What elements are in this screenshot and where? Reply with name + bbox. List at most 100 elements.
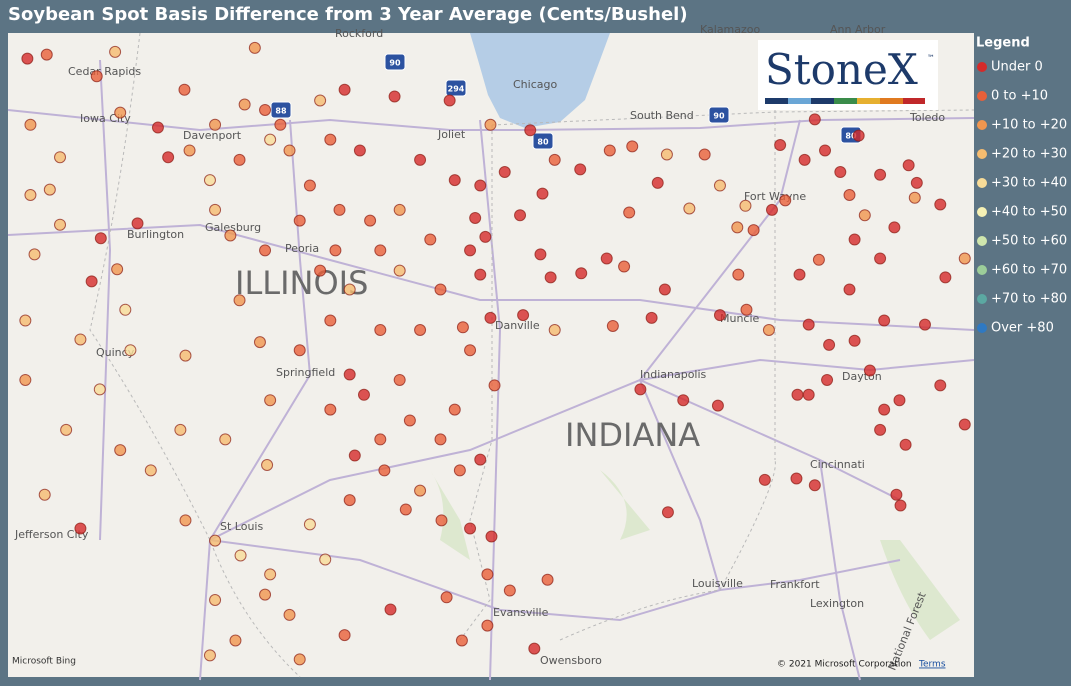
basis-point[interactable] [40, 48, 53, 61]
basis-point[interactable] [314, 94, 327, 107]
basis-point[interactable] [209, 534, 222, 547]
basis-point[interactable] [464, 522, 477, 535]
basis-point[interactable] [74, 333, 87, 346]
basis-point[interactable] [248, 41, 261, 54]
basis-point[interactable] [600, 252, 613, 265]
basis-point[interactable] [878, 314, 891, 327]
basis-point[interactable] [233, 294, 246, 307]
basis-point[interactable] [219, 433, 232, 446]
basis-point[interactable] [324, 314, 337, 327]
basis-point[interactable] [732, 268, 745, 281]
basis-point[interactable] [819, 144, 832, 157]
basis-point[interactable] [498, 166, 511, 179]
basis-point[interactable] [283, 144, 296, 157]
basis-point[interactable] [779, 194, 792, 207]
basis-point[interactable] [774, 139, 787, 152]
basis-point[interactable] [536, 187, 549, 200]
basis-point[interactable] [843, 189, 856, 201]
basis-point[interactable] [179, 514, 192, 527]
basis-point[interactable] [434, 433, 447, 446]
basis-point[interactable] [364, 214, 377, 227]
basis-point[interactable] [303, 179, 316, 192]
basis-point[interactable] [435, 514, 448, 527]
basis-point[interactable] [618, 260, 631, 273]
basis-point[interactable] [808, 113, 821, 126]
basis-point[interactable] [333, 203, 346, 216]
basis-point[interactable] [958, 418, 971, 431]
basis-point[interactable] [374, 244, 387, 257]
basis-point[interactable] [119, 303, 132, 316]
basis-point[interactable] [229, 634, 242, 647]
basis-point[interactable] [812, 253, 825, 266]
basis-point[interactable] [740, 303, 753, 316]
basis-point[interactable] [731, 221, 744, 234]
basis-point[interactable] [144, 464, 157, 477]
basis-point[interactable] [603, 144, 616, 157]
basis-point[interactable] [90, 70, 103, 83]
basis-point[interactable] [858, 209, 871, 222]
basis-point[interactable] [203, 174, 216, 187]
basis-point[interactable] [469, 211, 482, 224]
basis-point[interactable] [114, 444, 127, 457]
basis-point[interactable] [739, 199, 752, 212]
basis-point[interactable] [424, 233, 437, 246]
basis-point[interactable] [338, 629, 351, 642]
basis-point[interactable] [259, 103, 272, 116]
basis-point[interactable] [43, 183, 56, 196]
basis-point[interactable] [456, 321, 469, 334]
basis-point[interactable] [21, 52, 34, 65]
basis-point[interactable] [378, 464, 391, 477]
basis-point[interactable] [908, 191, 921, 204]
basis-point[interactable] [28, 248, 41, 261]
basis-point[interactable] [109, 45, 122, 58]
basis-point[interactable] [131, 217, 144, 230]
basis-point[interactable] [634, 383, 647, 396]
basis-point[interactable] [918, 318, 931, 331]
basis-point[interactable] [698, 148, 711, 161]
basis-point[interactable] [343, 368, 356, 381]
basis-point[interactable] [24, 118, 37, 131]
basis-point[interactable] [711, 399, 724, 412]
basis-point[interactable] [899, 438, 912, 451]
basis-point[interactable] [793, 268, 806, 281]
basis-point[interactable] [293, 344, 306, 357]
basis-point[interactable] [541, 573, 554, 586]
basis-point[interactable] [528, 642, 541, 655]
basis-point[interactable] [314, 264, 327, 277]
basis-point[interactable] [178, 83, 191, 96]
basis-point[interactable] [19, 314, 32, 327]
basis-point[interactable] [747, 224, 760, 237]
basis-point[interactable] [38, 488, 51, 501]
basis-point[interactable] [658, 283, 671, 296]
basis-point[interactable] [264, 568, 277, 581]
basis-point[interactable] [802, 318, 815, 331]
basis-point[interactable] [821, 373, 834, 386]
basis-point[interactable] [54, 218, 67, 231]
basis-point[interactable] [517, 309, 530, 322]
basis-point[interactable] [388, 90, 401, 103]
basis-point[interactable] [503, 584, 516, 597]
basis-point[interactable] [348, 449, 361, 462]
basis-point[interactable] [485, 530, 498, 543]
basis-point[interactable] [848, 334, 861, 347]
basis-point[interactable] [606, 319, 619, 332]
basis-point[interactable] [484, 311, 497, 324]
basis-point[interactable] [293, 653, 306, 666]
basis-point[interactable] [544, 271, 557, 284]
basis-point[interactable] [894, 499, 907, 512]
basis-point[interactable] [758, 473, 771, 486]
basis-point[interactable] [274, 118, 287, 131]
basis-point[interactable] [183, 144, 196, 157]
basis-point[interactable] [514, 209, 527, 222]
basis-point[interactable] [848, 233, 861, 246]
basis-point[interactable] [934, 198, 947, 211]
basis-point[interactable] [464, 344, 477, 357]
basis-point[interactable] [261, 459, 274, 471]
basis-point[interactable] [790, 472, 803, 485]
basis-point[interactable] [384, 603, 397, 616]
basis-point[interactable] [762, 324, 775, 336]
basis-point[interactable] [834, 166, 847, 179]
basis-point[interactable] [874, 252, 887, 265]
basis-point[interactable] [802, 388, 815, 401]
basis-point[interactable] [203, 649, 216, 662]
